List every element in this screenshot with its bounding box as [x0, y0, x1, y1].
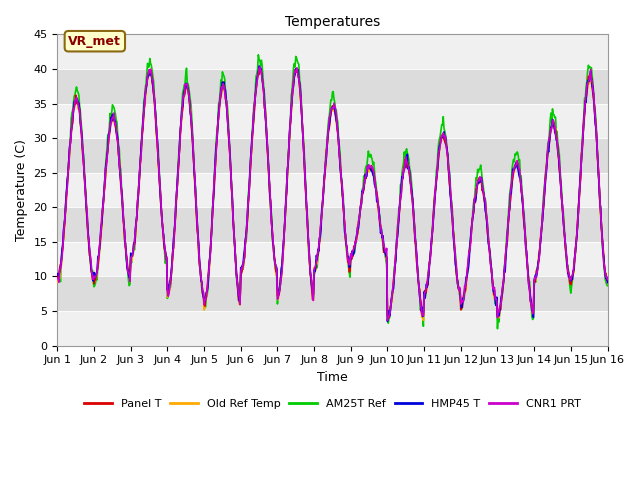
HMP45 T [198, 279, 205, 285]
Old Ref Temp [54, 279, 61, 285]
Old Ref Temp [292, 65, 300, 71]
HMP45 T [255, 63, 263, 69]
Panel T [54, 273, 61, 278]
HMP45 T [383, 319, 391, 324]
Legend: Panel T, Old Ref Temp, AM25T Ref, HMP45 T, CNR1 PRT: Panel T, Old Ref Temp, AM25T Ref, HMP45 … [79, 395, 586, 414]
Panel T [385, 315, 393, 321]
Bar [58, 276, 607, 311]
Old Ref Temp [324, 125, 332, 131]
HMP45 T [324, 126, 332, 132]
Old Ref Temp [378, 235, 386, 241]
Title: Temperatures: Temperatures [285, 15, 380, 29]
AM25T Ref [324, 117, 332, 122]
CNR1 PRT [324, 122, 332, 128]
CNR1 PRT [433, 170, 441, 176]
HMP45 T [604, 280, 611, 286]
Bar [58, 69, 607, 104]
Old Ref Temp [174, 173, 182, 179]
AM25T Ref [174, 161, 182, 167]
CNR1 PRT [198, 280, 205, 286]
Line: Old Ref Temp: Old Ref Temp [58, 68, 607, 321]
Y-axis label: Temperature (C): Temperature (C) [15, 139, 28, 241]
HMP45 T [555, 153, 563, 159]
Panel T [174, 170, 182, 176]
Bar [58, 104, 607, 138]
X-axis label: Time: Time [317, 371, 348, 384]
CNR1 PRT [383, 318, 391, 324]
AM25T Ref [604, 283, 611, 288]
Panel T [604, 278, 611, 284]
Panel T [433, 170, 441, 176]
HMP45 T [378, 235, 386, 240]
Old Ref Temp [604, 280, 611, 286]
Old Ref Temp [433, 172, 441, 178]
AM25T Ref [378, 237, 386, 242]
AM25T Ref [198, 286, 205, 292]
Old Ref Temp [555, 155, 563, 160]
Bar [58, 311, 607, 346]
Line: CNR1 PRT: CNR1 PRT [58, 67, 607, 321]
Bar [58, 138, 607, 173]
CNR1 PRT [54, 276, 61, 281]
Text: VR_met: VR_met [68, 35, 121, 48]
Bar [58, 207, 607, 242]
Old Ref Temp [420, 318, 428, 324]
Panel T [324, 127, 332, 133]
Bar [58, 242, 607, 276]
AM25T Ref [493, 326, 501, 332]
CNR1 PRT [256, 64, 264, 70]
AM25T Ref [555, 145, 563, 151]
Bar [58, 35, 607, 69]
Bar [58, 173, 607, 207]
CNR1 PRT [378, 232, 386, 238]
HMP45 T [54, 271, 61, 276]
CNR1 PRT [604, 276, 611, 282]
Panel T [378, 234, 386, 240]
Panel T [555, 155, 563, 160]
CNR1 PRT [174, 169, 182, 175]
AM25T Ref [54, 277, 61, 283]
Line: HMP45 T: HMP45 T [58, 66, 607, 322]
Line: AM25T Ref: AM25T Ref [58, 55, 607, 329]
Panel T [198, 278, 205, 284]
HMP45 T [174, 165, 182, 171]
Old Ref Temp [198, 285, 205, 291]
AM25T Ref [433, 168, 440, 174]
Panel T [256, 66, 264, 72]
AM25T Ref [255, 52, 262, 58]
Line: Panel T: Panel T [58, 69, 607, 318]
HMP45 T [433, 170, 441, 176]
CNR1 PRT [555, 155, 563, 161]
